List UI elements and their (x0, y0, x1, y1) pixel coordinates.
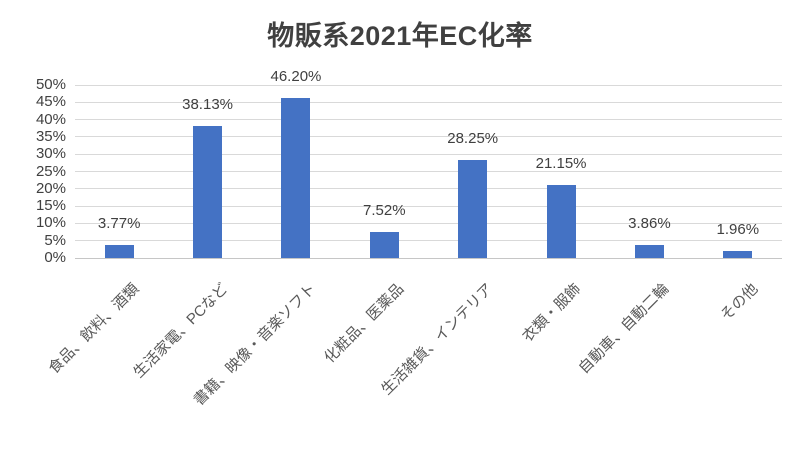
bar (458, 160, 488, 258)
y-tick-label: 5% (44, 231, 66, 249)
gridline (75, 222, 782, 224)
bar (634, 245, 664, 258)
bar-value-label: 28.25% (447, 130, 499, 147)
bar (281, 98, 311, 258)
y-tick-label: 10% (35, 214, 66, 232)
bar (193, 126, 223, 258)
gridline (75, 240, 782, 242)
bar (104, 245, 134, 258)
y-tick-label: 50% (35, 76, 66, 93)
bar-value-label: 3.77% (97, 215, 141, 232)
bar-value-label: 21.15% (535, 155, 587, 172)
y-tick-label: 30% (35, 145, 66, 163)
y-tick-label: 40% (35, 110, 66, 128)
bar-value-label: 46.20% (270, 68, 322, 85)
gridline (75, 153, 782, 155)
bar-value-label: 1.96% (716, 221, 760, 238)
y-tick-label: 35% (35, 127, 66, 145)
bar-value-label: 3.86% (628, 215, 671, 232)
bar (546, 185, 576, 258)
gridline (75, 84, 782, 86)
x-axis-line (75, 257, 782, 259)
y-tick-label: 45% (35, 93, 66, 111)
gridline (75, 119, 782, 121)
gridline (75, 101, 782, 103)
gridline (75, 188, 782, 190)
y-tick-label: 15% (35, 197, 66, 215)
y-tick-label: 0% (44, 249, 66, 266)
y-tick-label: 20% (35, 179, 66, 197)
bar-value-label: 38.13% (182, 96, 233, 113)
bar-value-label: 7.52% (363, 202, 406, 219)
bar (369, 232, 399, 258)
gridline (75, 136, 782, 138)
bar (723, 251, 753, 258)
y-tick-label: 25% (35, 162, 66, 180)
chart-title: 物販系2021年EC化率 (267, 21, 533, 51)
gridline (75, 171, 782, 172)
gridline (75, 205, 782, 207)
